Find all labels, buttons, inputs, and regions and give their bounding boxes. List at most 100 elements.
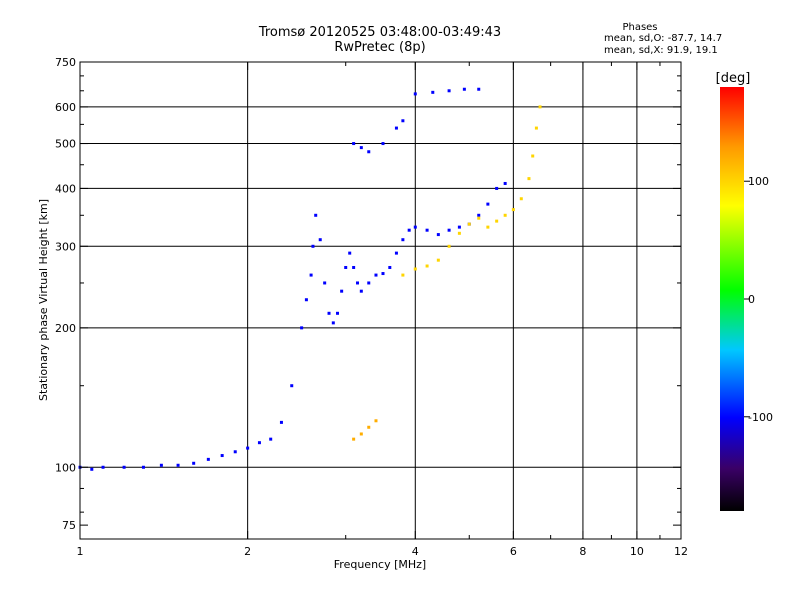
data-point (309, 273, 313, 277)
data-point (394, 251, 398, 255)
x-axis-label: Frequency [MHz] (334, 558, 426, 571)
data-point (477, 213, 481, 217)
data-point (269, 437, 273, 441)
data-point (457, 231, 461, 235)
data-point (447, 228, 451, 232)
data-point (352, 142, 356, 146)
data-point (495, 219, 499, 223)
data-point (367, 150, 371, 154)
data-point (486, 202, 490, 206)
data-point (374, 419, 378, 423)
data-point (447, 89, 451, 93)
data-point (413, 225, 417, 229)
data-point (425, 264, 429, 268)
data-point (413, 92, 417, 96)
data-point (290, 384, 294, 388)
data-point (388, 265, 392, 269)
data-point (331, 321, 335, 325)
data-point (206, 457, 210, 461)
data-point (538, 105, 542, 109)
x-tick-label: 6 (510, 545, 517, 558)
data-point (467, 222, 471, 226)
data-point (401, 119, 405, 123)
data-point (477, 87, 481, 91)
data-point (394, 126, 398, 130)
data-point (101, 465, 105, 469)
data-point (356, 281, 360, 285)
phases-title: Phases (622, 22, 658, 33)
y-tick-label: 500 (55, 138, 76, 151)
data-point (401, 238, 405, 242)
data-point (359, 146, 363, 150)
data-points (78, 87, 542, 471)
data-point (359, 289, 363, 293)
data-point (340, 289, 344, 293)
y-tick-label: 100 (55, 461, 76, 474)
data-point (425, 228, 429, 232)
chart-title: Tromsø 20120525 03:48:00-03:49:43 (258, 25, 502, 40)
data-point (318, 238, 322, 242)
y-tick-label: 200 (55, 322, 76, 335)
data-point (192, 461, 196, 465)
data-point (122, 465, 126, 469)
colorbar-tick-label: 0 (748, 293, 755, 306)
y-tick-label: 75 (62, 519, 76, 532)
x-tick-label: 10 (630, 545, 644, 558)
data-point (246, 446, 250, 450)
data-point (352, 437, 356, 441)
data-point (176, 463, 180, 467)
y-tick-label: 400 (55, 182, 76, 195)
data-point (327, 311, 331, 315)
colorbar-tick-label: -100 (748, 411, 773, 424)
data-point (511, 208, 515, 212)
data-point (381, 142, 385, 146)
y-tick-label: 300 (55, 240, 76, 253)
x-tick-label: 4 (412, 545, 419, 558)
phases-o-mode-stats: mean, sd,O: -87.7, 14.7 (604, 33, 723, 44)
data-point (348, 251, 352, 255)
data-point (367, 425, 371, 429)
data-point (352, 265, 356, 269)
data-point (314, 213, 318, 217)
data-point (531, 154, 535, 158)
data-point (413, 267, 417, 271)
data-point (220, 454, 224, 458)
chart-subtitle: RwPretec (8p) (334, 40, 426, 55)
data-point (159, 463, 163, 467)
data-point (300, 326, 304, 330)
data-point (431, 90, 435, 94)
data-point (279, 420, 283, 424)
data-point (381, 272, 385, 276)
colorbar-ticks: 100 0 -100 (744, 175, 773, 424)
data-point (311, 244, 315, 248)
grid-lines (80, 62, 681, 539)
data-point (503, 213, 507, 217)
data-point (534, 126, 538, 130)
data-point (495, 186, 499, 190)
data-point (436, 233, 440, 237)
data-point (359, 432, 363, 436)
colorbar-tick-label: 100 (748, 175, 769, 188)
data-point (336, 311, 340, 315)
data-point (401, 273, 405, 277)
x-tick-label: 8 (579, 545, 586, 558)
y-axis-label: Stationary phase Virtual Height [km] (37, 199, 50, 401)
y-tick-label: 600 (55, 101, 76, 114)
data-point (374, 273, 378, 277)
data-point (344, 265, 348, 269)
y-tick-label: 750 (55, 56, 76, 69)
x-tick-label: 12 (674, 545, 688, 558)
x-tick-label: 1 (77, 545, 84, 558)
data-point (323, 281, 327, 285)
data-point (304, 298, 308, 302)
data-point (519, 197, 523, 201)
data-point (503, 181, 507, 185)
data-point (233, 450, 237, 454)
plot-frame (79, 61, 682, 540)
data-point (457, 225, 461, 229)
x-tick-label: 2 (244, 545, 251, 558)
data-point (486, 225, 490, 229)
data-point (436, 258, 440, 262)
data-point (141, 465, 145, 469)
